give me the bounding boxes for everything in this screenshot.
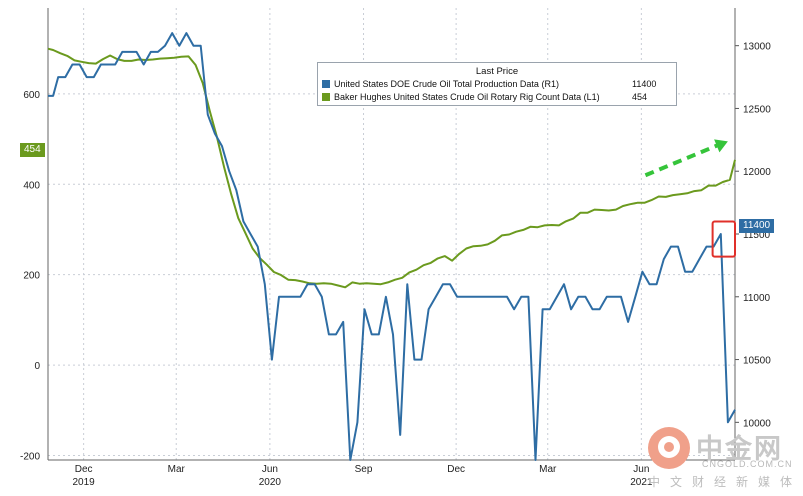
chart-series-layer — [47, 32, 736, 461]
x-tick-label: Dec — [447, 464, 465, 475]
watermark-slogan: 中文财经新媒体 — [648, 475, 803, 489]
legend-label-production: United States DOE Crude Oil Total Produc… — [334, 78, 559, 89]
right-tick-label: 12000 — [743, 167, 771, 178]
legend-title: Last Price — [475, 66, 519, 77]
series-line-production — [48, 32, 736, 461]
watermark-brand: 中金网 — [696, 434, 783, 465]
x-tick-label: Sep — [355, 464, 373, 475]
x-tick-label: Mar — [168, 464, 186, 475]
x-tick-label: Mar — [539, 464, 557, 475]
legend-swatch-rig-count — [322, 92, 330, 101]
left-tick-label: 0 — [34, 361, 40, 372]
watermark-url: CNGOLD.COM.CN — [702, 459, 793, 469]
cngold-watermark: 中金网 CNGOLD.COM.CN 中文财经新媒体 — [648, 425, 798, 491]
legend-label-rig-count: Baker Hughes United States Crude Oil Rot… — [334, 91, 600, 102]
chart-annotations — [644, 139, 736, 258]
legend-item-production: United States DOE Crude Oil Total Produc… — [318, 77, 676, 90]
legend-value-rig-count: 454 — [632, 91, 648, 102]
chart-legend: Last Price United States DOE Crude Oil T… — [317, 62, 677, 106]
right-tick-label: 11500 — [743, 230, 771, 241]
x-tick-label: Jun — [262, 464, 278, 475]
right-tick-label: 10500 — [743, 356, 771, 367]
left-tick-label: -200 — [20, 451, 40, 462]
left-tick-label: 600 — [23, 90, 40, 101]
highlight-box — [711, 220, 736, 258]
legend-swatch-production — [322, 79, 330, 88]
left-tick-label: 200 — [23, 271, 40, 282]
trend-arrow-shaft — [644, 142, 721, 178]
x-year-label: 2019 — [72, 477, 95, 488]
right-tick-label: 12500 — [743, 104, 771, 115]
right-tick-label: 13000 — [743, 42, 771, 53]
right-tick-label: 11000 — [743, 293, 771, 304]
series-line-rig-count — [47, 47, 736, 289]
left-tick-label: 400 — [23, 180, 40, 191]
right-tick-label: 10000 — [743, 418, 771, 429]
left-value-tag: 454 — [20, 143, 45, 157]
legend-value-production: 11400 — [632, 78, 657, 89]
x-year-label: 2020 — [259, 477, 282, 488]
legend-item-rig-count: Baker Hughes United States Crude Oil Rot… — [318, 90, 676, 103]
x-tick-label: Jun — [633, 464, 649, 475]
cngold-logo-icon — [648, 427, 690, 469]
x-tick-label: Dec — [75, 464, 93, 475]
trend-arrow-head — [714, 139, 728, 153]
right-value-tag: 11400 — [739, 219, 775, 233]
x-year-label: 2021 — [630, 477, 653, 488]
